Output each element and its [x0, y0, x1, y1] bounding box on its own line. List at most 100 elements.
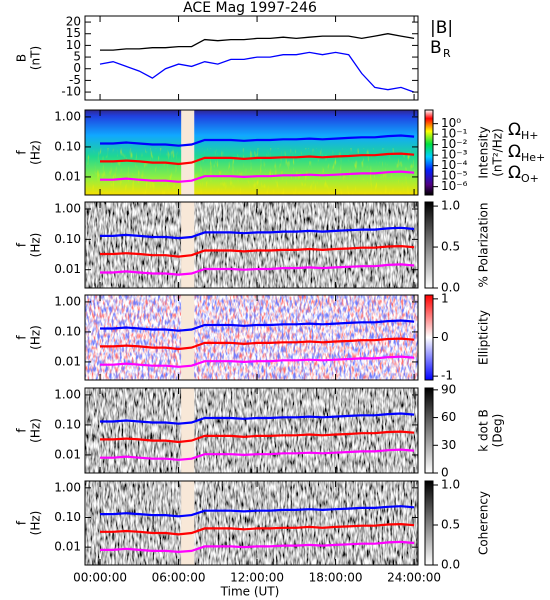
y-axis-label: (Hz): [29, 140, 43, 165]
colorbar-tick-label: 60: [441, 410, 456, 424]
legend-label: Ω: [508, 142, 521, 162]
colorbar-label: (Deg): [491, 414, 505, 448]
colorbar: [424, 109, 434, 196]
series-line: [100, 412, 415, 425]
legend-label: B: [430, 38, 442, 58]
colorbar: [424, 387, 434, 474]
legend-label: |B|: [430, 18, 453, 38]
legend-label: Ω: [508, 163, 521, 183]
colorbar-tick-label: 0.0: [441, 281, 460, 295]
y-tick-label: 1.00: [54, 109, 81, 123]
series-line: [100, 355, 415, 368]
colorbar-label: % Polarization: [477, 203, 491, 288]
data-gap: [181, 110, 195, 195]
series-line: [100, 540, 415, 554]
y-tick-label: 1.00: [54, 201, 81, 215]
series-line: [100, 134, 415, 147]
colorbar-label: Coherency: [477, 491, 491, 555]
y-tick-label: 1.00: [54, 294, 81, 308]
y-axis-label: B: [15, 54, 29, 62]
y-tick-label: -10: [61, 85, 81, 99]
series-line: [99, 51, 415, 93]
plot-frame: [84, 480, 419, 566]
colorbar-tick-label: 30: [441, 438, 456, 452]
legend-label-subscript: He+: [521, 151, 545, 164]
spectrogram-texture: [85, 295, 418, 380]
series-line: [100, 522, 415, 536]
legend-label: Ω: [508, 120, 521, 140]
y-tick-label: 0.10: [54, 139, 81, 153]
y-axis-label: (Hz): [29, 233, 43, 258]
legend-label-subscript: R: [443, 47, 451, 60]
colorbar-tick-label: 0.5: [441, 240, 460, 254]
legend-label-subscript: H+: [521, 129, 539, 142]
colorbar: [424, 480, 434, 566]
colorbar-label: Ellipticity: [477, 310, 491, 365]
series-line: [100, 244, 415, 258]
colorbar-tick-label: -1: [441, 369, 453, 383]
plot-frame: [84, 15, 419, 101]
chart-title: ACE Mag 1997-246: [183, 0, 317, 16]
y-tick-label: 0.01: [54, 262, 81, 276]
y-tick-label: 0.01: [54, 169, 81, 183]
series-line: [100, 448, 415, 461]
y-tick-label: 0.10: [54, 510, 81, 524]
y-axis-label: f: [15, 520, 29, 525]
data-gap: [181, 202, 195, 288]
colorbar-tick-label: 0: [441, 466, 449, 480]
y-axis-label: (Hz): [29, 511, 43, 536]
colorbar-tick-label: 10⁻⁶: [441, 179, 468, 193]
y-tick-label: 0.01: [54, 447, 81, 461]
y-tick-label: 10: [66, 38, 81, 52]
colorbar-tick-label: 0.5: [441, 518, 460, 532]
y-tick-label: 0.10: [54, 417, 81, 431]
colorbar-tick-label: 0.0: [441, 558, 460, 572]
plot-frame: [84, 109, 419, 196]
y-tick-label: 15: [66, 26, 81, 40]
y-tick-label: 20: [66, 15, 81, 29]
y-axis-label: f: [15, 428, 29, 433]
spectrogram-texture: [85, 388, 418, 473]
colorbar-tick-label: 1.0: [441, 478, 460, 492]
series-line: [100, 337, 415, 351]
y-tick-label: 0.01: [54, 540, 81, 554]
plot-frame: [84, 387, 419, 474]
series-line: [100, 430, 415, 444]
series-line: [100, 319, 415, 332]
x-axis-label: Time (UT): [220, 585, 280, 599]
colorbar-tick-label: 1.0: [441, 199, 460, 213]
data-gap: [181, 295, 195, 380]
colorbar-label: Intensity: [477, 126, 491, 178]
series-line: [100, 263, 415, 276]
colorbar-tick-label: 10⁻³: [441, 148, 468, 162]
colorbar-label: k dot B: [477, 409, 491, 451]
colorbar-tick-label: 10⁻¹: [441, 127, 468, 141]
data-gap: [181, 481, 195, 565]
series-line: [100, 152, 415, 166]
data-gap: [181, 388, 195, 473]
y-axis-label: (Hz): [29, 418, 43, 443]
legend-label-subscript: O+: [521, 172, 539, 185]
y-tick-label: -5: [69, 73, 81, 87]
colorbar-label: (nT²/Hz): [491, 128, 505, 176]
colorbar-tick-label: 10⁻⁴: [441, 158, 468, 172]
spectrogram-texture: [85, 202, 418, 288]
y-tick-label: 0: [73, 61, 81, 75]
colorbar-tick-label: 10⁻²: [441, 137, 468, 151]
y-tick-label: 0.10: [54, 324, 81, 338]
y-axis-label: f: [15, 242, 29, 247]
y-tick-label: 5: [73, 50, 81, 64]
colorbar-tick-label: 0: [441, 330, 449, 344]
x-tick-label: 00:00:00: [73, 571, 127, 585]
x-tick-label: 12:00:00: [230, 571, 284, 585]
series-line: [100, 226, 415, 240]
x-tick-label: 24:00:00: [387, 571, 441, 585]
colorbar: [424, 201, 434, 289]
colorbar-tick-label: 10⁰: [441, 116, 461, 130]
colorbar-tick-label: 1: [441, 291, 449, 305]
y-axis-label: f: [15, 335, 29, 340]
plot-frame: [84, 201, 419, 289]
y-tick-label: 0.10: [54, 232, 81, 246]
y-axis-label: (nT): [29, 46, 43, 70]
